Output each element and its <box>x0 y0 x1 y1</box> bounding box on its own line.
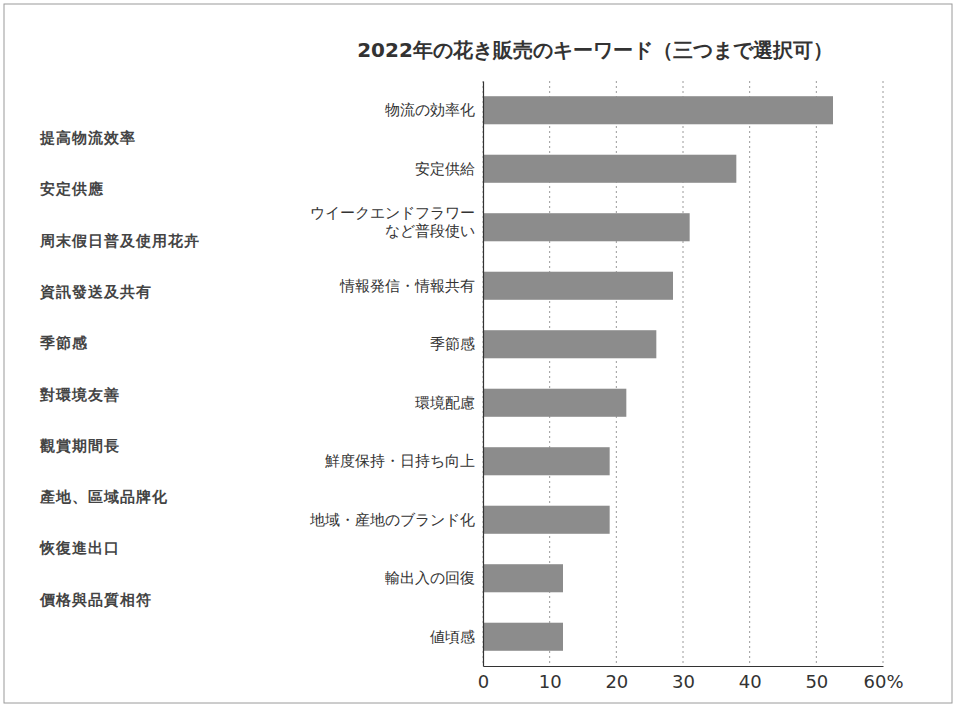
tick: 50 <box>805 671 828 692</box>
tick: 環境配慮 <box>415 394 475 412</box>
tick: 30 <box>672 671 695 692</box>
annotation: 恢復進出口 <box>39 539 120 557</box>
tick: 鮮度保持・日持ち向上 <box>325 452 475 470</box>
category-label: 鮮度保持・日持ち向上 <box>325 452 475 470</box>
tick: 地域・産地のブランド化 <box>309 511 475 529</box>
tick-label: 50 <box>805 671 828 692</box>
category-label: 地域・産地のブランド化 <box>309 511 475 529</box>
chart: 2022年の花き販売のキーワード（三つまで選択可） 0 10 20 30 40 50 60% 物… <box>0 0 957 708</box>
axis-line <box>483 82 484 667</box>
category-label-line: ウイークエンドフラワー <box>310 204 475 222</box>
x-axis: 0 10 20 30 40 50 60% <box>478 667 904 692</box>
grid <box>483 81 883 666</box>
bar <box>483 389 626 417</box>
tick-label: 0 <box>478 671 489 692</box>
y-axis: 物流の効率化安定供給ウイークエンドフラワーなど普段使い情報発信・情報共有季節感環… <box>309 82 484 667</box>
category-label: 輸出入の回復 <box>385 569 475 587</box>
tick: 季節感 <box>430 335 475 353</box>
annotations: 提高物流效率安定供應周末假日普及使用花卉資訊發送及共有季節感對環境友善觀賞期間長… <box>39 129 200 609</box>
category-label: 安定供給 <box>415 160 475 178</box>
bar <box>483 623 563 651</box>
tick: 輸出入の回復 <box>385 569 475 587</box>
category-label-line: など普段使い <box>385 222 475 240</box>
bar <box>483 213 690 241</box>
grid-line <box>749 81 750 666</box>
tick: ウイークエンドフラワーなど普段使い <box>310 204 475 240</box>
tick: 40 <box>739 671 762 692</box>
tick: 60% <box>863 671 903 692</box>
tick: 10 <box>539 671 562 692</box>
annotation: 價格與品質相符 <box>39 591 152 609</box>
grid-line <box>816 81 817 666</box>
category-label: 季節感 <box>430 335 475 353</box>
category-label: 情報発信・情報共有 <box>339 277 475 295</box>
bar <box>483 506 610 534</box>
tick: 安定供給 <box>415 160 475 178</box>
tick: 情報発信・情報共有 <box>339 277 475 295</box>
bars <box>483 96 833 651</box>
axis-line <box>484 666 884 667</box>
bar <box>483 272 673 300</box>
category-label: 環境配慮 <box>415 394 475 412</box>
title: 2022年の花き販売のキーワード（三つまで選択可） <box>357 38 833 62</box>
tick: 20 <box>605 671 628 692</box>
tick-label: 30 <box>672 671 695 692</box>
bar <box>483 447 610 475</box>
bar <box>483 155 736 183</box>
tick: 物流の効率化 <box>385 101 475 119</box>
tick-label: 20 <box>605 671 628 692</box>
annotation: 資訊發送及共有 <box>39 283 152 301</box>
category-label: 物流の効率化 <box>385 101 475 119</box>
annotation: 周末假日普及使用花卉 <box>39 232 200 250</box>
tick-label: 40 <box>739 671 762 692</box>
category-label: 値頃感 <box>430 628 475 646</box>
annotation: 對環境友善 <box>39 386 120 404</box>
frame <box>4 4 952 703</box>
annotation: 安定供應 <box>40 180 104 198</box>
tick: 0 <box>478 671 489 692</box>
tick: 値頃感 <box>430 628 475 646</box>
grid-line <box>883 81 884 666</box>
annotation: 季節感 <box>39 334 88 352</box>
bar <box>483 96 833 124</box>
grid-line <box>483 81 484 666</box>
category-label: ウイークエンドフラワーなど普段使い <box>310 204 475 240</box>
tick-label: 10 <box>539 671 562 692</box>
bar <box>483 564 563 592</box>
bar <box>483 330 656 358</box>
annotation: 產地、區域品牌化 <box>39 488 168 506</box>
annotation: 提高物流效率 <box>39 129 136 147</box>
annotation: 觀賞期間長 <box>39 437 120 455</box>
tick-label: 60% <box>863 671 903 692</box>
